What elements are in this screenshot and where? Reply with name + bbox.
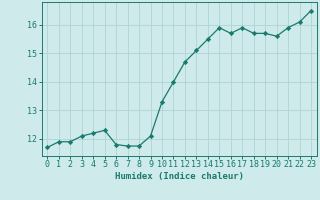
X-axis label: Humidex (Indice chaleur): Humidex (Indice chaleur): [115, 172, 244, 181]
